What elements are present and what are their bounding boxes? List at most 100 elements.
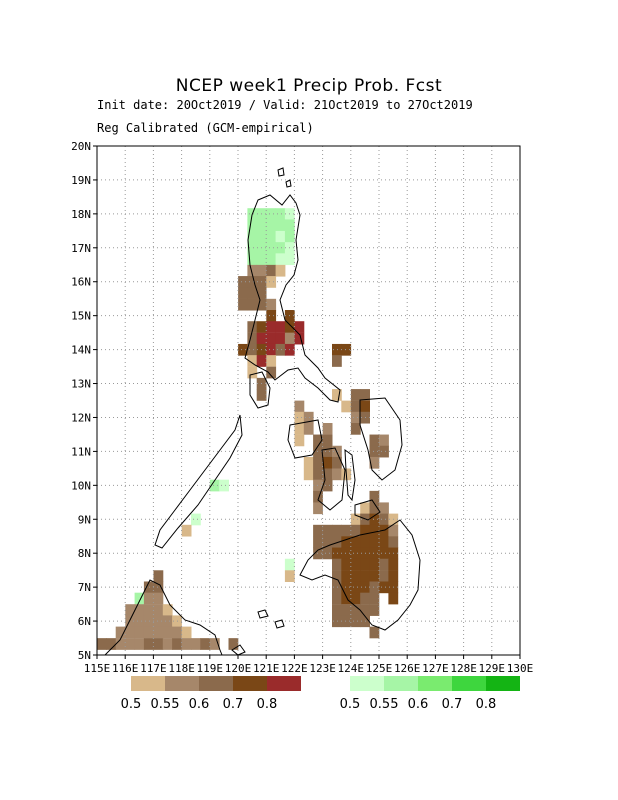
prob-cell	[332, 615, 342, 628]
prob-cell	[360, 389, 370, 401]
prob-cell	[341, 343, 352, 356]
color-legend: 0.5 0.55 0.6 0.7 0.8 0.5 0.55 0.6 0.7 0.8	[121, 676, 520, 712]
prob-cell	[294, 423, 305, 435]
wet-legend-label: 0.55	[370, 697, 399, 712]
prob-cell	[369, 592, 380, 605]
dry-legend-swatch	[165, 676, 199, 691]
prob-cell	[379, 513, 389, 526]
lat-tick-label: 19N	[71, 174, 91, 187]
dotted-gridlines	[97, 146, 520, 655]
prob-cell	[143, 638, 154, 650]
prob-cell	[341, 400, 352, 413]
prob-cell	[284, 321, 295, 333]
prob-cell	[284, 558, 295, 571]
prob-cell	[303, 423, 314, 435]
prob-cell	[332, 355, 342, 367]
prob-cell	[181, 626, 192, 639]
prob-cell	[379, 558, 389, 571]
panay-coast	[287, 419, 323, 459]
prob-cell	[209, 479, 220, 492]
wet-legend-label: 0.8	[476, 697, 497, 712]
prob-cell	[284, 332, 295, 345]
lon-tick-label: 128E	[450, 662, 477, 675]
prob-cell	[256, 332, 267, 345]
lon-tick-label: 118E	[168, 662, 195, 675]
lat-tick-label: 6N	[78, 615, 91, 628]
dry-legend-label: 0.7	[223, 697, 244, 712]
lat-tick-label: 10N	[71, 479, 91, 492]
prob-cell	[256, 230, 267, 243]
prob-cell	[275, 242, 286, 254]
prob-cell	[181, 524, 192, 537]
prob-cell	[247, 321, 258, 333]
prob-cell	[247, 332, 258, 345]
dry-legend-label: 0.55	[151, 697, 180, 712]
prob-cell	[303, 411, 314, 424]
prob-cell	[341, 581, 352, 594]
lon-tick-label: 119E	[197, 662, 224, 675]
prob-cell	[153, 638, 164, 650]
prob-cell	[322, 434, 333, 447]
prob-cell	[379, 502, 389, 515]
prob-cell	[313, 456, 323, 469]
prob-cell	[350, 513, 361, 526]
prob-cell	[266, 366, 277, 379]
lat-tick-label: 9N	[78, 513, 91, 526]
prob-cell	[125, 604, 136, 616]
prob-cell	[275, 264, 286, 277]
lat-tick-label: 11N	[71, 445, 91, 458]
calibration-line: Reg Calibrated (GCM-empirical)	[97, 121, 314, 135]
prob-cell	[350, 570, 361, 582]
wet-legend-label: 0.6	[408, 697, 429, 712]
prob-cell	[350, 536, 361, 549]
lon-tick-label: 129E	[479, 662, 506, 675]
prob-cell	[313, 445, 323, 458]
prob-cell	[172, 626, 182, 639]
prob-cell	[313, 479, 323, 492]
prob-cell	[360, 604, 370, 616]
wet-legend-swatch	[384, 676, 418, 691]
lat-tick-label: 17N	[71, 242, 91, 255]
prob-cell	[266, 253, 277, 266]
prob-cell	[162, 638, 173, 650]
prob-cell	[350, 615, 361, 628]
prob-cell	[172, 638, 182, 650]
coastline	[104, 167, 421, 656]
prob-cell	[369, 434, 380, 447]
dry-legend-label: 0.6	[189, 697, 210, 712]
lon-tick-label: 116E	[112, 662, 139, 675]
prob-cell	[341, 536, 352, 549]
prob-cell	[294, 332, 305, 345]
prob-cell	[332, 570, 342, 582]
prob-cell	[313, 434, 323, 447]
prob-cell	[275, 343, 286, 356]
prob-cell	[350, 400, 361, 413]
prob-cell	[388, 524, 399, 537]
mindanao-coast	[299, 519, 421, 631]
prob-cell	[369, 604, 380, 616]
prob-cell	[266, 276, 277, 288]
prob-cell	[360, 524, 370, 537]
lon-tick-label: 120E	[225, 662, 252, 675]
prob-cell	[322, 524, 333, 537]
prob-cell	[341, 570, 352, 582]
prob-cell	[332, 389, 342, 401]
wet-legend-label: 0.7	[442, 697, 463, 712]
prob-cell	[181, 638, 192, 650]
luzon-coast	[244, 194, 341, 403]
lon-tick-label: 122E	[281, 662, 308, 675]
prob-cell	[247, 242, 258, 254]
prob-cell	[313, 502, 323, 515]
prob-cell	[322, 423, 333, 435]
prob-cell	[153, 592, 164, 605]
prob-cell	[369, 513, 380, 526]
prob-cell	[275, 321, 286, 333]
lon-tick-label: 121E	[253, 662, 280, 675]
prob-cell	[266, 264, 277, 277]
prob-cell	[247, 298, 258, 311]
prob-cell	[313, 547, 323, 560]
prob-cell	[247, 276, 258, 288]
prob-cell	[191, 638, 201, 650]
wet-legend-swatch	[486, 676, 520, 691]
